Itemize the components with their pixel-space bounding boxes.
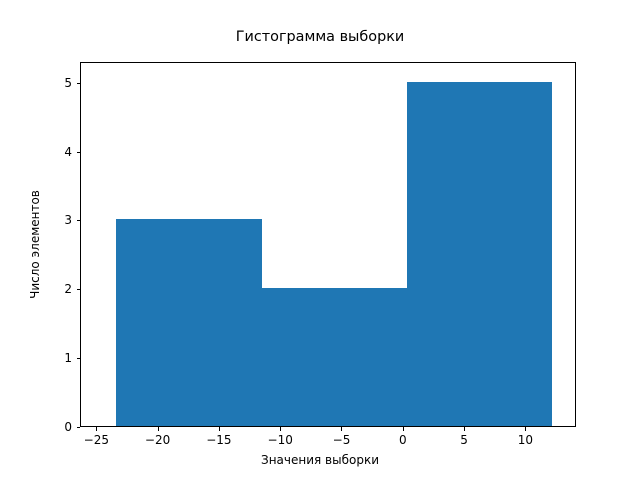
y-tick-label: 3 <box>64 213 72 228</box>
chart-title: Гистограмма выборки <box>235 29 405 45</box>
x-tick-mark <box>402 427 404 431</box>
y-axis-label: Число элементов <box>28 190 42 299</box>
histogram-bar <box>261 288 407 426</box>
y-tick-label: 4 <box>64 144 72 159</box>
y-tick-mark <box>76 151 80 153</box>
x-tick-label: −5 <box>332 433 351 447</box>
y-tick-mark <box>76 220 80 222</box>
x-tick-mark <box>96 427 98 431</box>
x-axis-label: Значения выборки <box>261 453 379 467</box>
y-tick-label: 1 <box>64 351 72 366</box>
x-tick-label: −20 <box>144 433 171 447</box>
y-tick-label: 0 <box>64 420 72 434</box>
y-tick-label: 5 <box>64 75 72 90</box>
x-tick-label: −15 <box>206 433 232 447</box>
x-tick-label: 10 <box>517 433 533 447</box>
histogram-bar <box>406 81 553 426</box>
x-tick-mark <box>218 427 220 431</box>
x-tick-mark <box>341 427 343 431</box>
y-tick-label: 2 <box>64 282 72 297</box>
x-tick-label: −10 <box>267 433 293 447</box>
x-tick-mark <box>525 427 527 431</box>
x-tick-label: 5 <box>460 433 468 447</box>
x-tick-label: 0 <box>398 433 407 447</box>
histogram-bar <box>115 219 262 426</box>
plot-area <box>80 62 576 427</box>
y-tick-mark <box>76 82 80 84</box>
x-tick-label: −25 <box>83 433 109 447</box>
x-tick-mark <box>464 427 466 431</box>
y-tick-mark <box>76 289 80 291</box>
y-tick-mark <box>76 358 80 360</box>
histogram-bars <box>81 63 575 426</box>
x-tick-mark <box>157 427 159 431</box>
y-tick-mark <box>76 427 80 428</box>
x-tick-mark <box>280 427 282 431</box>
